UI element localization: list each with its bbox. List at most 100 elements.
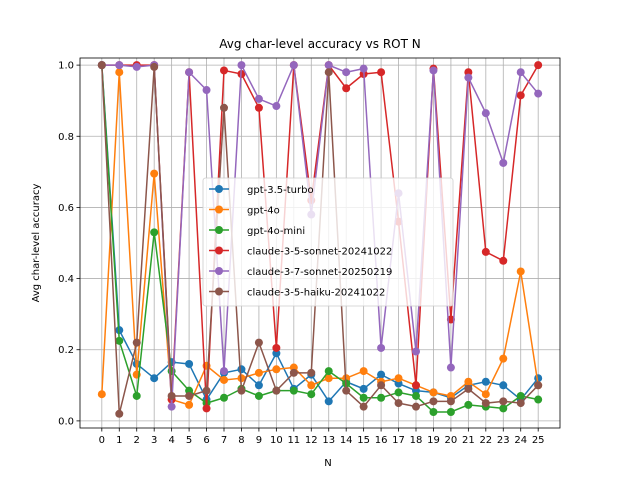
- x-tick-label: 1: [116, 435, 122, 446]
- x-tick-label: 15: [357, 435, 370, 446]
- series-layer: [97, 61, 543, 418]
- data-point: [254, 94, 263, 103]
- y-axis-label: Avg char-level accuracy: [31, 184, 42, 303]
- x-tick-label: 20: [445, 435, 458, 446]
- data-point: [150, 228, 159, 237]
- data-point: [167, 391, 176, 400]
- x-tick-label: 9: [256, 435, 262, 446]
- y-tick-label: 0.8: [58, 132, 74, 143]
- data-point: [272, 343, 281, 352]
- data-point: [377, 343, 386, 352]
- data-point: [254, 338, 263, 347]
- legend-label: claude-3-7-sonnet-20250219: [247, 267, 392, 278]
- data-point: [359, 64, 368, 73]
- data-point: [377, 68, 386, 77]
- y-tick-label: 0.4: [58, 274, 74, 285]
- data-point: [412, 381, 420, 390]
- data-point: [516, 399, 525, 408]
- data-point: [324, 61, 333, 70]
- data-point: [185, 359, 194, 368]
- data-point: [324, 397, 333, 406]
- data-point: [324, 68, 333, 77]
- x-tick-label: 25: [532, 435, 545, 446]
- chart-title: Avg char-level accuracy vs ROT N: [219, 37, 420, 51]
- legend-marker: [215, 287, 223, 296]
- data-point: [307, 368, 316, 377]
- x-tick-label: 14: [340, 435, 353, 446]
- data-point: [359, 367, 368, 376]
- data-point: [481, 377, 490, 386]
- data-point: [464, 384, 473, 393]
- data-point: [429, 397, 438, 406]
- x-axis-ticks: 0 1 2 3 4 5 6 7 8 9 10 11 12 13 14 15 16 17 18 19 20 21 22 23 24…: [99, 428, 545, 446]
- x-tick-label: 13: [322, 435, 335, 446]
- data-point: [202, 86, 211, 95]
- data-point: [324, 374, 333, 383]
- data-point: [220, 375, 228, 384]
- data-point: [499, 354, 508, 363]
- data-point: [97, 61, 106, 70]
- legend-entry: claude-3-5-haiku-20241022: [209, 287, 385, 299]
- data-point: [429, 388, 438, 397]
- data-point: [481, 109, 490, 118]
- data-point: [272, 386, 281, 395]
- legend-entry: claude-3-5-sonnet-20241022: [209, 246, 392, 258]
- data-point: [516, 68, 525, 77]
- data-point: [359, 393, 368, 402]
- legend-entry: gpt-4o: [209, 205, 280, 217]
- y-tick-label: 0.0: [58, 416, 74, 427]
- data-point: [132, 338, 141, 347]
- data-point: [481, 390, 490, 399]
- x-tick-label: 16: [375, 435, 388, 446]
- data-point: [220, 393, 228, 402]
- data-point: [359, 384, 368, 393]
- data-point: [254, 103, 263, 112]
- data-point: [185, 68, 194, 77]
- data-point: [289, 368, 298, 377]
- data-point: [377, 381, 386, 390]
- legend-marker: [215, 205, 223, 214]
- data-point: [272, 102, 281, 111]
- y-axis-ticks: 0.0 0.2 0.4 0.6 0.8 1.0: [58, 61, 80, 427]
- data-point: [499, 404, 508, 413]
- x-tick-label: 21: [462, 435, 475, 446]
- data-point: [394, 388, 403, 397]
- data-point: [237, 374, 246, 383]
- y-tick-label: 0.2: [58, 345, 74, 356]
- data-point: [167, 367, 176, 376]
- legend: gpt-3.5-turbo gpt-4o gpt-4o-mini claude-3-5…: [202, 177, 454, 307]
- plot-frame: [79, 57, 561, 429]
- data-point: [307, 390, 316, 399]
- data-point: [115, 68, 124, 77]
- data-point: [464, 73, 473, 82]
- data-point: [516, 91, 525, 100]
- x-tick-label: 24: [514, 435, 527, 446]
- x-tick-label: 5: [186, 435, 192, 446]
- x-tick-label: 11: [287, 435, 300, 446]
- data-point: [499, 397, 508, 406]
- data-point: [150, 62, 159, 71]
- data-point: [289, 61, 298, 70]
- x-axis-label: N: [324, 458, 331, 469]
- legend-label: gpt-4o: [247, 206, 280, 217]
- legend-marker: [215, 267, 223, 275]
- data-point: [220, 103, 228, 112]
- data-point: [394, 399, 403, 408]
- data-point: [412, 391, 420, 400]
- data-point: [254, 381, 263, 390]
- data-point: [534, 61, 543, 70]
- data-point: [220, 66, 228, 75]
- data-point: [499, 256, 508, 265]
- data-point: [150, 374, 159, 383]
- data-point: [202, 386, 211, 395]
- data-point: [97, 390, 106, 399]
- legend-label: claude-3-5-haiku-20241022: [247, 288, 385, 299]
- data-point: [481, 399, 490, 408]
- data-point: [272, 365, 281, 374]
- data-point: [237, 365, 246, 374]
- x-tick-label: 2: [134, 435, 140, 446]
- data-point: [132, 391, 141, 400]
- data-point: [202, 404, 211, 413]
- data-point: [254, 368, 263, 377]
